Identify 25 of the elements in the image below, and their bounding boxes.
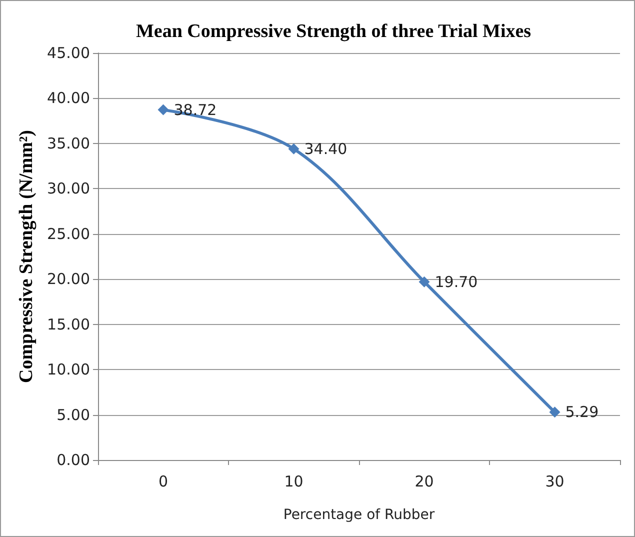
- x-tick-label: 10: [284, 472, 304, 490]
- chart-title: Mean Compressive Strength of three Trial Mixes: [136, 21, 532, 42]
- y-tick-label: 0.00: [56, 451, 90, 469]
- y-axis-title: Compressive Strength (N/mm²): [16, 130, 37, 384]
- y-tick-label: 20.00: [47, 270, 90, 288]
- point: [288, 143, 300, 154]
- x-tick-label: 0: [158, 472, 168, 490]
- y-tick-label: 5.00: [56, 406, 90, 424]
- point: [549, 406, 560, 418]
- y-tick-label: 25.00: [47, 224, 90, 243]
- point: [158, 104, 169, 116]
- data-label: 5.29: [565, 403, 599, 422]
- y-tick-label: 35.00: [47, 134, 90, 152]
- x-axis-title: Percentage of Rubber: [283, 507, 435, 523]
- data-label: 38.72: [174, 100, 217, 119]
- y-tick-label: 10.00: [47, 360, 90, 379]
- y-tick-label: 30.00: [47, 180, 90, 198]
- point: [418, 276, 430, 288]
- data-label: 19.70: [434, 272, 478, 291]
- x-tick-label: 30: [545, 472, 564, 490]
- x-tick-label: 20: [414, 472, 434, 490]
- y-tick-label: 45.00: [47, 44, 90, 62]
- y-tick-label: 40.00: [47, 89, 90, 108]
- y-tick-label: 15.00: [47, 315, 90, 334]
- data-label: 34.40: [304, 140, 348, 158]
